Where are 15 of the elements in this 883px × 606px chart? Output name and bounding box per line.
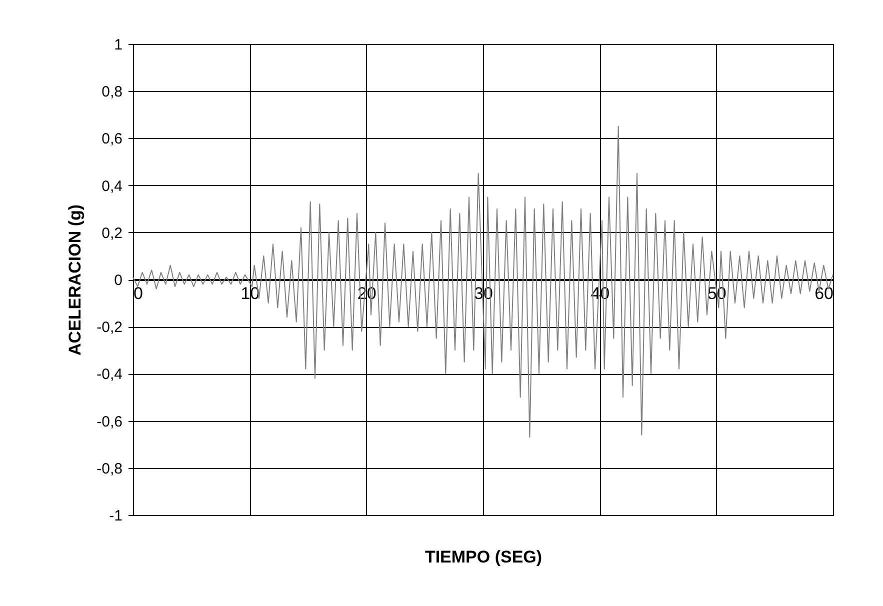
- y-tick-label: 0,2: [102, 224, 122, 242]
- x-tick-label: 0: [134, 284, 143, 303]
- y-tick-label: -0,6: [96, 413, 122, 430]
- y-tick-label: 0: [114, 272, 122, 289]
- x-axis-title: TIEMPO (SEG): [424, 548, 542, 566]
- y-tick-label: 0,4: [102, 178, 122, 195]
- x-tick-label: 60: [814, 284, 834, 303]
- y-tick-label: 0,6: [102, 130, 122, 148]
- y-tick-label: -0,8: [96, 460, 122, 478]
- y-tick-label: -1: [109, 508, 122, 524]
- y-tick-label: 0,8: [102, 84, 122, 101]
- y-axis-title: ACELERACION (g): [66, 204, 85, 356]
- y-tick-label: -0,2: [96, 319, 122, 336]
- y-tick-label: 1: [114, 36, 122, 54]
- y-tick-label: -0,4: [96, 366, 122, 384]
